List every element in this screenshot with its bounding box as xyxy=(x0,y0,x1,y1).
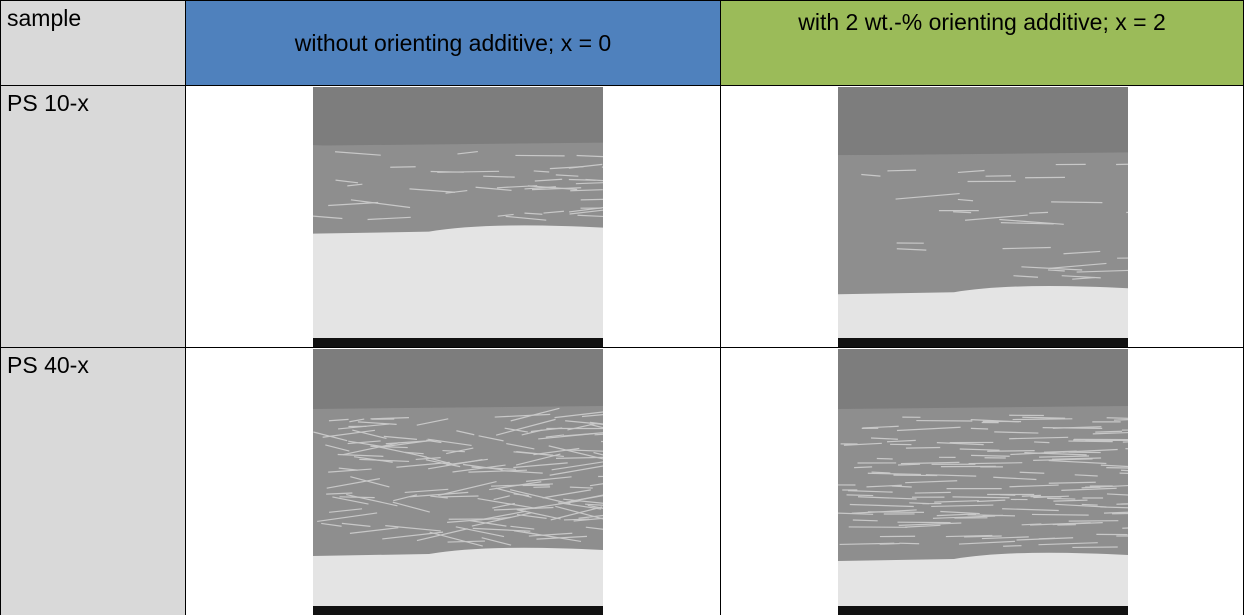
fiber xyxy=(1013,419,1073,420)
header-text: sample xyxy=(7,5,81,31)
fiber xyxy=(909,503,929,504)
info-bar xyxy=(313,606,603,615)
info-bar xyxy=(838,338,1128,347)
coating-layer xyxy=(838,152,1128,294)
fiber xyxy=(1022,524,1042,525)
fiber xyxy=(1003,546,1021,547)
sem-image xyxy=(313,87,603,347)
header-cell: with 2 wt.-% orienting additive; x = 2 xyxy=(721,0,1244,86)
fiber xyxy=(1039,538,1055,539)
table: sample without orienting additive; x = 0… xyxy=(0,0,1244,615)
fiber xyxy=(569,180,596,181)
sem-image xyxy=(838,87,1128,347)
info-bar xyxy=(838,606,1128,615)
fiber xyxy=(1051,202,1102,203)
fiber xyxy=(1032,514,1089,515)
fiber xyxy=(854,467,872,468)
fiber xyxy=(906,447,940,448)
header-text: without orienting additive; x = 0 xyxy=(295,30,611,56)
fiber xyxy=(1034,442,1049,443)
header-text: with 2 wt.-% orienting additive; x = 2 xyxy=(798,9,1166,35)
fiber xyxy=(953,212,971,213)
header-cell: without orienting additive; x = 0 xyxy=(186,0,721,86)
sem-image xyxy=(838,349,1128,615)
fiber xyxy=(1000,495,1016,496)
fiber xyxy=(971,455,1010,456)
fiber xyxy=(898,464,920,465)
top-region xyxy=(313,87,603,146)
fiber xyxy=(899,543,919,544)
fiber xyxy=(431,172,464,173)
row-label: PS 40-x xyxy=(7,352,89,378)
fiber xyxy=(1047,498,1075,499)
fiber xyxy=(1117,258,1128,259)
row-label: PS 10-x xyxy=(7,90,89,116)
fiber xyxy=(987,451,1034,452)
fiber xyxy=(847,495,874,496)
top-region xyxy=(838,87,1128,155)
top-region xyxy=(313,349,603,409)
fiber xyxy=(1068,441,1112,442)
fiber xyxy=(971,428,988,429)
fiber xyxy=(1095,431,1122,432)
fiber xyxy=(887,170,916,171)
header-cell: sample xyxy=(0,0,186,86)
info-bar xyxy=(313,338,603,347)
row-label-cell: PS 40-x xyxy=(0,348,186,615)
fiber xyxy=(1082,504,1098,505)
row-label-cell: PS 10-x xyxy=(0,86,186,348)
fiber xyxy=(564,519,589,520)
fiber xyxy=(853,520,878,521)
fiber xyxy=(1022,495,1041,496)
fiber xyxy=(1043,428,1103,429)
fiber xyxy=(915,492,951,493)
top-region xyxy=(838,349,1128,409)
sem-image xyxy=(313,349,603,615)
